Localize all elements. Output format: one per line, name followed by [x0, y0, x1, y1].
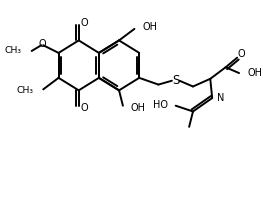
- Text: O: O: [237, 49, 245, 59]
- Text: O: O: [81, 18, 88, 28]
- Text: S: S: [172, 74, 179, 87]
- Text: OH: OH: [142, 22, 157, 32]
- Text: OH: OH: [248, 68, 263, 78]
- Text: CH₃: CH₃: [4, 46, 21, 56]
- Text: O: O: [38, 39, 46, 49]
- Text: HO: HO: [153, 100, 168, 110]
- Text: OH: OH: [130, 103, 146, 113]
- Text: CH₃: CH₃: [17, 86, 34, 95]
- Text: N: N: [217, 93, 224, 103]
- Text: O: O: [81, 103, 88, 113]
